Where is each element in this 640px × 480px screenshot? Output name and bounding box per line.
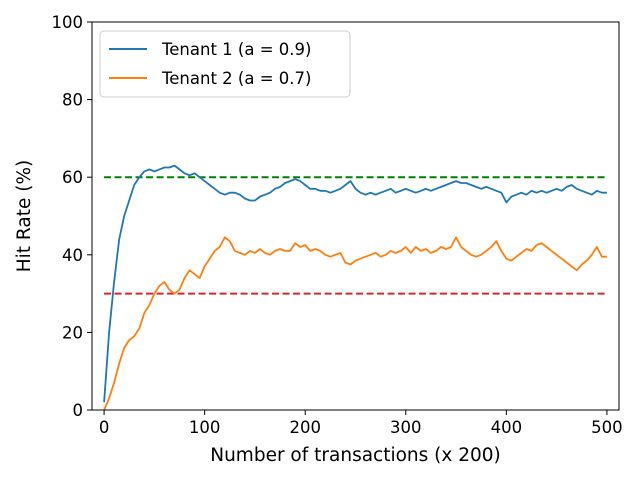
x-tick-label: 0 <box>99 418 110 437</box>
y-tick-label: 100 <box>52 13 84 32</box>
legend-entry-1: Tenant 1 (a = 0.9) <box>161 40 311 59</box>
y-tick-label: 60 <box>62 168 83 187</box>
x-tick-label: 100 <box>189 418 221 437</box>
y-tick-label: 20 <box>62 323 83 342</box>
y-axis-label: Hit Rate (%) <box>14 160 35 273</box>
series-line-1 <box>103 164 607 403</box>
legend: Tenant 1 (a = 0.9) Tenant 2 (a = 0.7) <box>99 30 351 98</box>
x-axis: 0 100 200 300 400 500 <box>99 410 623 437</box>
x-tick-label: 300 <box>390 418 422 437</box>
legend-entry-2: Tenant 2 (a = 0.7) <box>161 69 311 88</box>
plot-frame <box>91 21 620 411</box>
x-tick-label: 400 <box>491 418 523 437</box>
legend-frame <box>99 30 351 98</box>
x-tick-label: 200 <box>289 418 321 437</box>
y-tick-label: 0 <box>73 401 84 420</box>
series-line-2 <box>103 236 607 411</box>
x-axis-label: Number of transactions (x 200) <box>210 445 501 466</box>
y-axis: 0 20 40 60 80 100 <box>52 13 92 420</box>
y-tick-label: 80 <box>62 91 83 110</box>
y-tick-label: 40 <box>62 246 83 265</box>
plot-area <box>103 164 607 411</box>
x-tick-label: 500 <box>591 418 623 437</box>
